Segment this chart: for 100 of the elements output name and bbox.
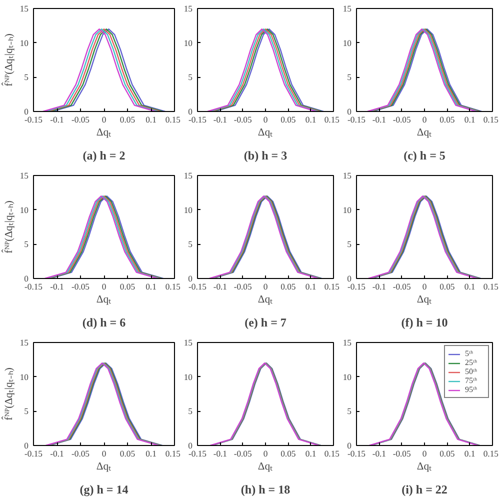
y-axis-title: f̂ᴺᴾ(Δqₜ|qₜ₋ₕ) [1,200,15,254]
y-tick-label: 10 [184,38,192,48]
chart-title: (b) h = 3 [244,148,288,162]
x-tick-label: 0.1 [146,114,156,124]
x-tick-label: -0.1 [213,282,228,292]
x-tick-label: -0.15 [347,114,366,124]
y-tick-label: 5 [188,406,192,416]
x-axis-title: Δqₜ [96,128,112,138]
y-tick-label: 10 [184,204,192,215]
x-tick-label: -0.1 [50,114,64,124]
x-axis-title: Δqₜ [96,294,112,306]
x-tick-label: 0.15 [324,282,340,292]
y-tick-label: 5 [188,72,192,82]
x-tick-label: 0.05 [440,114,455,124]
y-tick-label: 0 [188,106,192,116]
y-tick-label: 10 [342,38,352,48]
x-tick-label: -0.05 [234,282,252,292]
y-tick-label: 10 [20,372,28,382]
y-tick-label: 0 [347,440,352,450]
x-axis-title: Δqₜ [258,294,274,306]
x-tick-label: 0.05 [120,114,136,124]
y-tick-label: 10 [20,204,28,215]
y-tick-label: 5 [24,239,28,250]
x-tick-label: -0.15 [188,448,207,458]
x-tick-label: 0.05 [280,448,296,458]
y-tick-label: 15 [342,4,352,14]
y-tick-label: 0 [188,274,192,284]
y-tick-label: 15 [20,338,28,348]
x-tick-label: -0.1 [372,282,386,292]
y-tick-label: 0 [347,274,352,284]
y-tick-label: 10 [20,38,28,48]
legend-label: 50ᵗʰ [465,367,478,376]
y-tick-label: 15 [184,170,192,180]
x-tick-label: 0.15 [324,448,340,458]
y-tick-label: 15 [342,338,352,348]
y-tick-label: 15 [342,170,352,180]
x-tick-label: -0.15 [188,114,207,124]
x-tick-label: -0.1 [372,448,386,458]
x-tick-label: -0.1 [50,448,64,458]
y-tick-label: 5 [188,239,192,250]
x-tick-label: 0.05 [280,114,296,124]
x-axis-title: Δqₜ [416,462,432,472]
x-tick-label: -0.05 [392,282,411,292]
x-axis-title: Δqₜ [96,462,112,472]
x-tick-label: 0.05 [280,282,296,292]
x-tick-label: -0.05 [71,282,90,292]
y-tick-label: 10 [342,372,352,382]
y-tick-label: 5 [347,72,352,82]
x-tick-label: 0 [102,114,106,124]
x-tick-label: 0.15 [324,114,340,124]
chart-title: (a) h = 2 [82,148,126,162]
x-tick-label: 0.1 [305,448,316,458]
chart-title: (g) h = 14 [80,482,128,496]
y-tick-label: 5 [24,406,28,416]
chart-title: (d) h = 6 [82,316,126,330]
x-tick-label: -0.05 [71,448,90,458]
y-tick-label: 10 [184,372,192,382]
x-tick-label: 0 [263,448,268,458]
x-tick-label: 0.05 [440,448,455,458]
chart-title: (i) h = 22 [402,482,448,496]
legend-label: 5ᵗʰ [465,349,474,358]
x-axis-title: Δqₜ [416,128,432,138]
y-axis-title: f̂ᴺᴾ(Δqₜ|qₜ₋ₕ) [1,367,15,420]
y-tick-label: 15 [20,170,28,180]
chart-title: (c) h = 5 [404,148,446,162]
x-tick-label: -0.1 [50,282,64,292]
x-tick-label: -0.15 [347,282,366,292]
x-tick-label: -0.05 [392,114,411,124]
x-tick-label: -0.1 [213,448,228,458]
legend-label: 75ᵗʰ [465,376,478,385]
y-tick-label: 15 [184,338,192,348]
y-tick-label: 0 [188,440,192,450]
x-tick-label: -0.15 [347,448,366,458]
x-tick-label: 0 [102,448,106,458]
x-axis-title: Δqₜ [416,294,432,306]
x-tick-label: 0 [422,114,427,124]
y-tick-label: 15 [184,4,192,14]
y-axis-title: f̂ᴺᴾ(Δqₜ|qₜ₋ₕ) [1,33,15,86]
x-tick-label: -0.15 [188,282,207,292]
x-tick-label: -0.1 [213,114,228,124]
legend-label: 25ᵗʰ [465,358,478,367]
x-tick-label: 0.15 [483,282,499,292]
x-tick-label: 0 [422,282,427,292]
x-tick-label: 0.1 [464,114,476,124]
chart-title: (f) h = 10 [401,316,448,330]
x-tick-label: 0.1 [464,448,476,458]
chart-title: (e) h = 7 [244,316,286,330]
x-tick-label: 0.05 [120,282,136,292]
x-tick-label: 0.1 [305,282,316,292]
y-tick-label: 0 [24,106,28,116]
x-tick-label: 0.15 [165,282,181,292]
y-tick-label: 0 [24,440,28,450]
x-tick-label: -0.05 [234,448,252,458]
x-tick-label: 0.1 [146,282,156,292]
x-tick-label: -0.05 [71,114,90,124]
x-tick-label: 0.05 [440,282,455,292]
legend-label: 95ᵗʰ [465,385,478,394]
y-tick-label: 5 [347,239,352,250]
x-axis-title: Δqₜ [258,128,274,138]
x-tick-label: -0.1 [372,114,386,124]
